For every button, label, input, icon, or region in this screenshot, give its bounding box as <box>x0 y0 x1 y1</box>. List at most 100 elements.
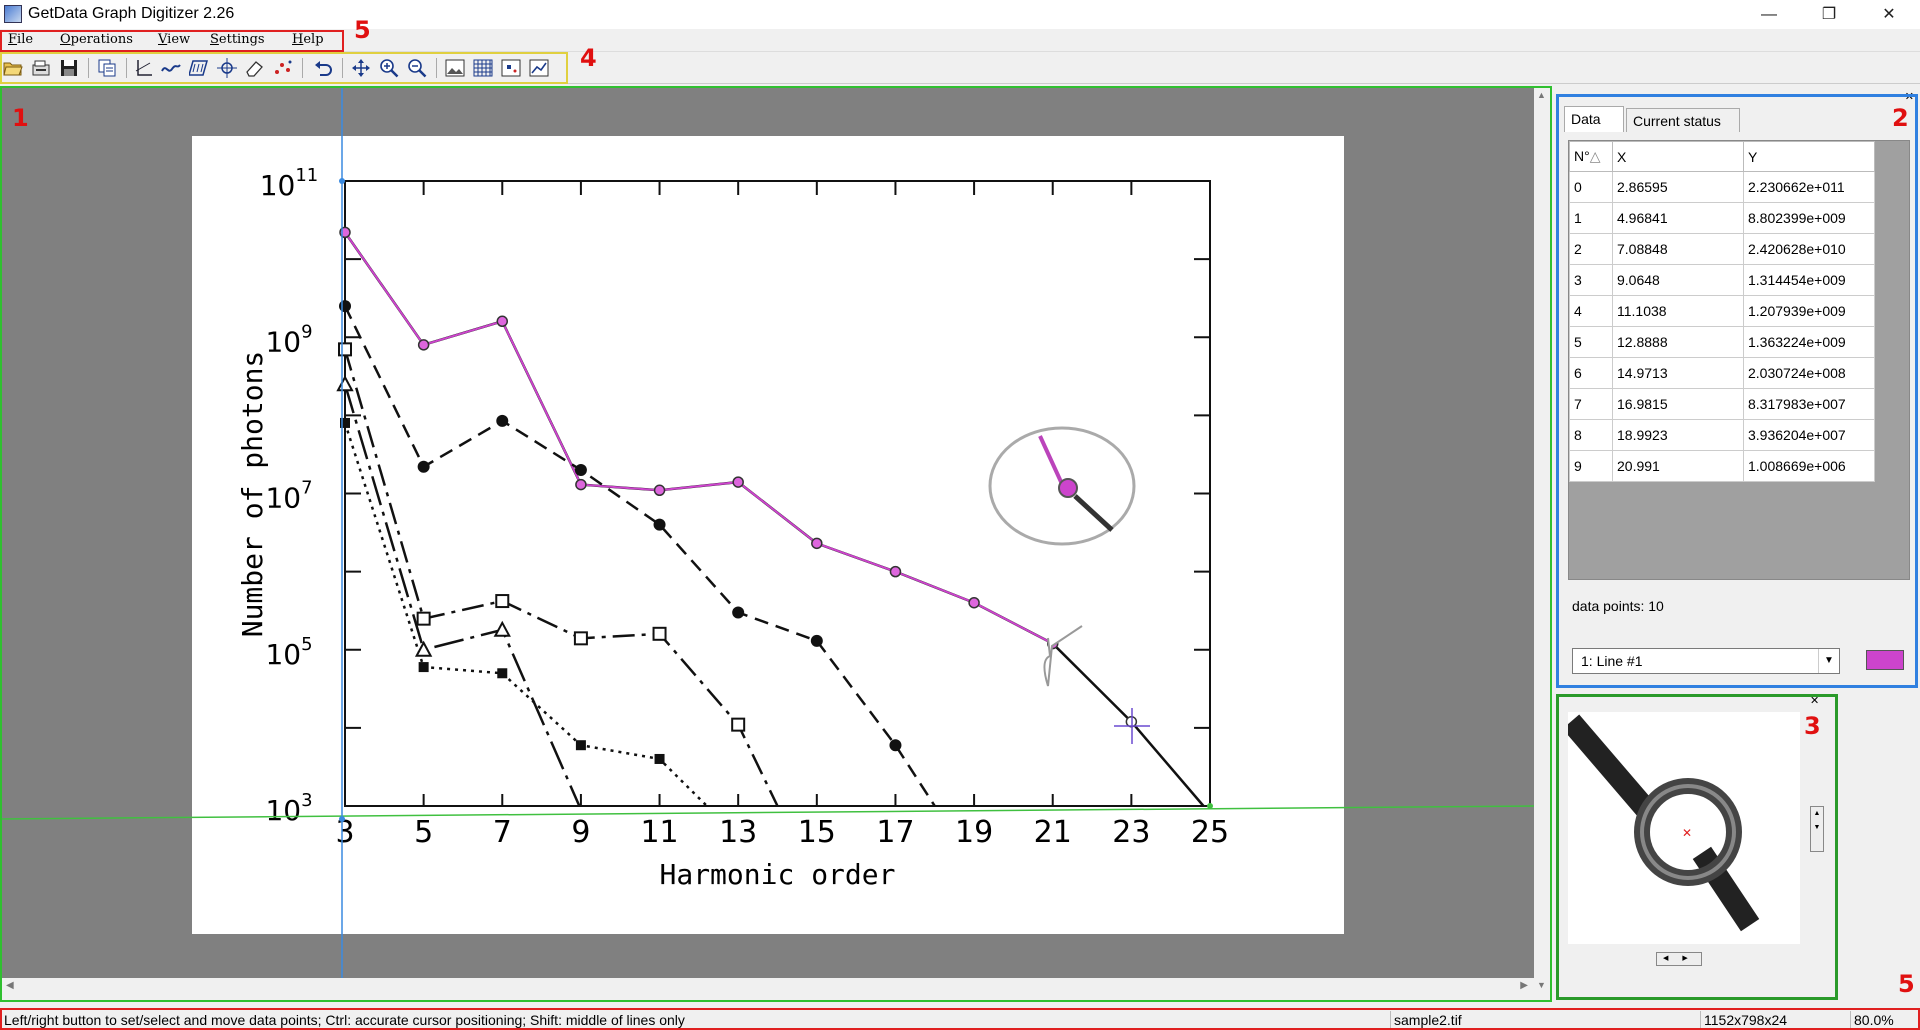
cell-y[interactable]: 1.363224e+009 <box>1743 326 1875 358</box>
cell-y[interactable]: 2.420628e+010 <box>1743 233 1875 265</box>
cell-x[interactable]: 12.8888 <box>1612 326 1744 358</box>
data-point[interactable] <box>968 596 980 609</box>
cell-x[interactable]: 4.96841 <box>1612 202 1744 234</box>
point-scatter-icon[interactable] <box>272 57 294 79</box>
cell-x[interactable]: 14.9713 <box>1612 357 1744 389</box>
table-row[interactable]: 7 16.9815 8.317983e+007 <box>1569 388 1875 420</box>
scroll-down-icon[interactable]: ▼ <box>1537 980 1546 990</box>
area-digitize-icon[interactable] <box>188 57 210 79</box>
restore-button[interactable]: ❐ <box>1821 6 1837 23</box>
line-color-swatch[interactable] <box>1866 650 1904 670</box>
menu-operations[interactable]: Operations <box>60 32 133 47</box>
image-icon[interactable] <box>444 57 466 79</box>
data-point[interactable] <box>575 478 587 491</box>
points-window-icon[interactable] <box>500 57 522 79</box>
data-point[interactable] <box>811 537 823 550</box>
table-row[interactable]: 4 11.1038 1.207939e+009 <box>1569 295 1875 327</box>
save-icon[interactable] <box>58 57 80 79</box>
tab-current-status[interactable]: Current status <box>1626 108 1740 132</box>
tab-data[interactable]: Data <box>1564 106 1624 132</box>
cell-x[interactable]: 11.1038 <box>1612 295 1744 327</box>
column-header-number[interactable]: N°△ <box>1569 141 1613 172</box>
cell-number[interactable]: 2 <box>1569 233 1613 265</box>
cell-x[interactable]: 2.86595 <box>1612 171 1744 203</box>
zoom-out-icon[interactable] <box>406 57 428 79</box>
cell-number[interactable]: 5 <box>1569 326 1613 358</box>
menu-settings[interactable]: Settings <box>210 32 265 47</box>
minimize-button[interactable]: — <box>1761 6 1777 23</box>
cell-x[interactable]: 9.0648 <box>1612 264 1744 296</box>
chevron-down-icon[interactable]: ▼ <box>1818 649 1839 673</box>
table-row[interactable]: 0 2.86595 2.230662e+011 <box>1569 171 1875 203</box>
table-row[interactable]: 8 18.9923 3.936204e+007 <box>1569 419 1875 451</box>
scroll-right-icon[interactable]: ▶ <box>1520 980 1528 991</box>
column-header-y[interactable]: Y <box>1743 141 1875 172</box>
cell-y[interactable]: 1.207939e+009 <box>1743 295 1875 327</box>
data-table[interactable]: N°△ X Y 0 2.86595 2.230662e+011 1 4.96841 8.8… <box>1569 141 1875 482</box>
table-row[interactable]: 5 12.8888 1.363224e+009 <box>1569 326 1875 358</box>
menu-help[interactable]: Help <box>292 32 324 47</box>
chart-window-icon[interactable] <box>528 57 550 79</box>
cell-number[interactable]: 4 <box>1569 295 1613 327</box>
cell-number[interactable]: 9 <box>1569 450 1613 482</box>
vertical-scrollbar[interactable]: ▲ ▼ <box>1534 86 1550 994</box>
line-digitize-icon[interactable] <box>160 57 182 79</box>
cell-y[interactable]: 2.030724e+008 <box>1743 357 1875 389</box>
cell-number[interactable]: 6 <box>1569 357 1613 389</box>
cell-number[interactable]: 3 <box>1569 264 1613 296</box>
set-axes-icon[interactable] <box>132 57 154 79</box>
panel-close-icon[interactable]: ✕ <box>1904 91 1914 103</box>
scan-icon[interactable] <box>30 57 52 79</box>
cell-number[interactable]: 1 <box>1569 202 1613 234</box>
copy-icon[interactable] <box>96 57 118 79</box>
graph-canvas[interactable]: 3 5 7 9 11 13 15 17 19 21 23 25 1011 109 107 105 103 Harm… <box>0 86 1540 992</box>
grid-icon[interactable] <box>472 57 494 79</box>
image-workspace[interactable]: 3 5 7 9 11 13 15 17 19 21 23 25 1011 109 107 105 103 Harm… <box>0 86 1540 992</box>
cell-x[interactable]: 18.9923 <box>1612 419 1744 451</box>
cell-x[interactable]: 16.9815 <box>1612 388 1744 420</box>
data-table-area[interactable]: N°△ X Y 0 2.86595 2.230662e+011 1 4.96841 8.8… <box>1568 140 1910 580</box>
calibration-point[interactable] <box>1207 803 1213 809</box>
cell-number[interactable]: 8 <box>1569 419 1613 451</box>
table-row[interactable]: 2 7.08848 2.420628e+010 <box>1569 233 1875 265</box>
zoom-in-icon[interactable] <box>378 57 400 79</box>
menu-view[interactable]: View <box>158 32 191 47</box>
column-header-x[interactable]: X <box>1612 141 1744 172</box>
table-row[interactable]: 3 9.0648 1.314454e+009 <box>1569 264 1875 296</box>
cell-y[interactable]: 8.802399e+009 <box>1743 202 1875 234</box>
calibration-point[interactable] <box>339 178 345 184</box>
undo-icon[interactable] <box>312 57 334 79</box>
cell-x[interactable]: 20.991 <box>1612 450 1744 482</box>
point-capture-icon[interactable] <box>216 57 238 79</box>
zoom-close-icon[interactable]: ✕ <box>1810 695 1820 707</box>
data-point[interactable] <box>417 339 430 351</box>
line-select[interactable]: 1: Line #1 ▼ <box>1572 648 1840 674</box>
table-row[interactable]: 1 4.96841 8.802399e+009 <box>1569 202 1875 234</box>
zoom-horizontal-spin[interactable]: ◀ ▶ <box>1656 952 1702 966</box>
scroll-up-icon[interactable]: ▲ <box>1537 90 1546 100</box>
data-point[interactable] <box>889 565 902 578</box>
horizontal-scrollbar[interactable]: ◀ ▶ <box>0 978 1534 994</box>
table-row[interactable]: 6 14.9713 2.030724e+008 <box>1569 357 1875 389</box>
zoom-vertical-spin[interactable]: ▲ ▼ <box>1810 806 1824 852</box>
cell-y[interactable]: 8.317983e+007 <box>1743 388 1875 420</box>
data-point <box>416 611 431 626</box>
close-button[interactable]: ✕ <box>1882 6 1896 23</box>
scroll-left-icon[interactable]: ◀ <box>6 980 14 991</box>
cell-number[interactable]: 7 <box>1569 388 1613 420</box>
pan-icon[interactable] <box>350 57 372 79</box>
cell-y[interactable]: 3.936204e+007 <box>1743 419 1875 451</box>
open-folder-icon[interactable] <box>2 57 24 79</box>
cell-x[interactable]: 7.08848 <box>1612 233 1744 265</box>
data-point[interactable] <box>653 484 666 497</box>
cell-y[interactable]: 1.008669e+006 <box>1743 450 1875 482</box>
menu-file[interactable]: File <box>8 32 34 47</box>
cell-y[interactable]: 1.314454e+009 <box>1743 264 1875 296</box>
calibration-point[interactable] <box>339 816 345 822</box>
eraser-icon[interactable] <box>244 57 266 79</box>
data-point[interactable] <box>496 315 509 328</box>
cell-y[interactable]: 2.230662e+011 <box>1743 171 1875 203</box>
table-row[interactable]: 9 20.991 1.008669e+006 <box>1569 450 1875 482</box>
cell-number[interactable]: 0 <box>1569 171 1613 203</box>
data-point[interactable] <box>732 476 744 488</box>
